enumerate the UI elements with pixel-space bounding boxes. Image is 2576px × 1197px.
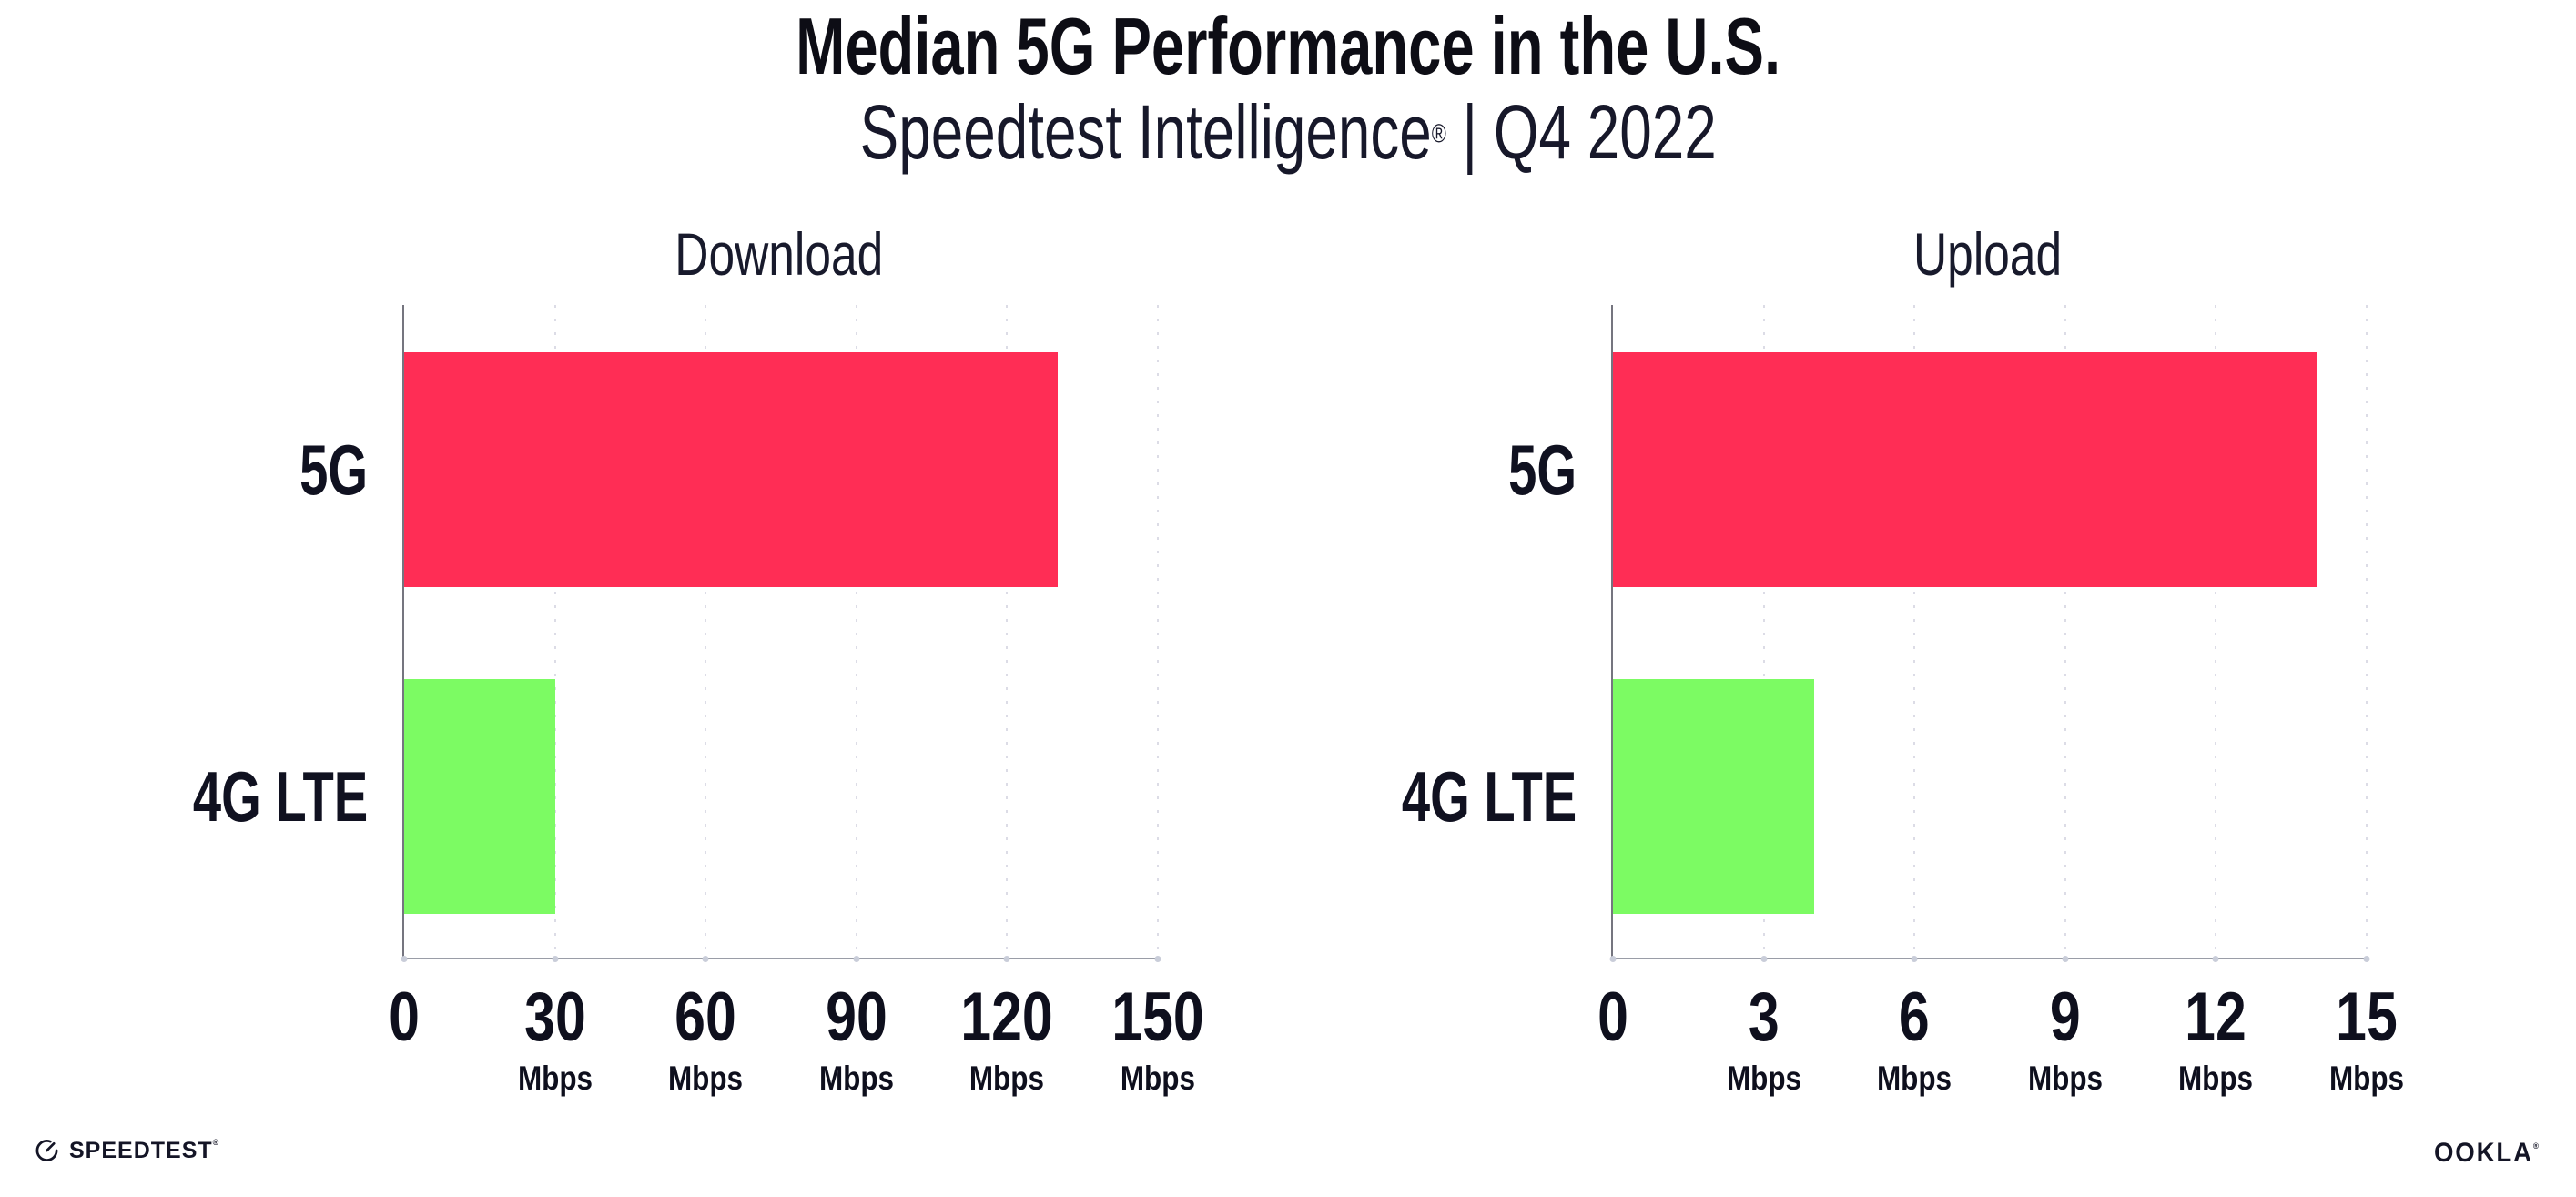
tick-mark-6 xyxy=(1911,956,1918,962)
category-label-5g: 5G xyxy=(299,430,368,510)
category-label-4g-lte: 4G LTE xyxy=(1401,756,1577,837)
ookla-wordmark: OOKLA xyxy=(2434,1138,2533,1168)
tick-mark-0 xyxy=(1609,956,1617,962)
gridline-120 xyxy=(1006,305,1009,958)
bar-4g-lte xyxy=(1613,679,1814,914)
x-tick-label-60: 60 Mbps xyxy=(668,979,744,1097)
download-plot-area: 0 30 Mbps 60 Mbps 90 Mbps 120 Mbps 150 Mbps 5G 4G LT… xyxy=(193,305,1204,1095)
speedtest-wordmark: SPEEDTEST® xyxy=(69,1137,219,1163)
tick-mark-150 xyxy=(1154,956,1161,962)
bar-4g-lte xyxy=(404,679,555,914)
gridline-12 xyxy=(2215,305,2217,958)
x-tick-label-6: 6 Mbps xyxy=(1877,979,1952,1097)
x-tick-label-150: 150 Mbps xyxy=(1111,979,1204,1097)
tick-mark-3 xyxy=(1760,956,1768,962)
subtitle-period: | Q4 2022 xyxy=(1445,89,1717,175)
category-label-5g: 5G xyxy=(1508,430,1577,510)
gridline-9 xyxy=(2064,305,2066,958)
registered-mark: ® xyxy=(212,1137,219,1147)
gridline-150 xyxy=(1157,305,1159,958)
tick-mark-60 xyxy=(702,956,709,962)
x-tick-label-30: 30 Mbps xyxy=(517,979,593,1097)
tick-mark-90 xyxy=(853,956,860,962)
x-tick-label-12: 12 Mbps xyxy=(2178,979,2254,1097)
page-subtitle: Speedtest Intelligence® | Q4 2022 xyxy=(0,91,2576,174)
x-tick-label-9: 9 Mbps xyxy=(2027,979,2103,1097)
upload-chart-title: Upload xyxy=(1913,220,2063,288)
bar-5g xyxy=(404,352,1058,587)
x-tick-label-90: 90 Mbps xyxy=(818,979,894,1097)
gridline-30 xyxy=(553,305,556,958)
gridline-15 xyxy=(2366,305,2368,958)
speedtest-logo: SPEEDTEST® xyxy=(35,1138,218,1162)
gauge-icon xyxy=(35,1140,58,1161)
tick-mark-120 xyxy=(1003,956,1010,962)
ookla-logo: OOKLA® xyxy=(2429,1140,2543,1167)
x-tick-label-0: 0 xyxy=(1597,979,1628,1056)
gridline-3 xyxy=(1762,305,1765,958)
tick-mark-15 xyxy=(2363,956,2370,962)
category-label-4g-lte: 4G LTE xyxy=(192,756,368,837)
bar-5g xyxy=(1613,352,2317,587)
x-tick-label-0: 0 xyxy=(389,979,420,1056)
tick-mark-0 xyxy=(401,956,408,962)
x-tick-label-15: 15 Mbps xyxy=(2328,979,2405,1097)
subtitle-brand: Speedtest Intelligence xyxy=(859,89,1432,175)
tick-mark-9 xyxy=(2062,956,2069,962)
x-tick-label-120: 120 Mbps xyxy=(960,979,1054,1097)
page-title: Median 5G Performance in the U.S. xyxy=(796,1,1780,91)
x-tick-label-3: 3 Mbps xyxy=(1726,979,1801,1097)
registered-mark: ® xyxy=(1431,119,1446,149)
tick-mark-12 xyxy=(2212,956,2219,962)
registered-mark: ® xyxy=(2532,1141,2540,1151)
gridline-60 xyxy=(705,305,707,958)
tick-mark-30 xyxy=(552,956,559,962)
upload-plot-area: 0 3 Mbps 6 Mbps 9 Mbps 12 Mbps 15 Mbps 5G 4G LTE xyxy=(1402,305,2404,1095)
download-chart-title: Download xyxy=(674,220,884,288)
gridline-90 xyxy=(855,305,857,958)
gridline-6 xyxy=(1913,305,1916,958)
